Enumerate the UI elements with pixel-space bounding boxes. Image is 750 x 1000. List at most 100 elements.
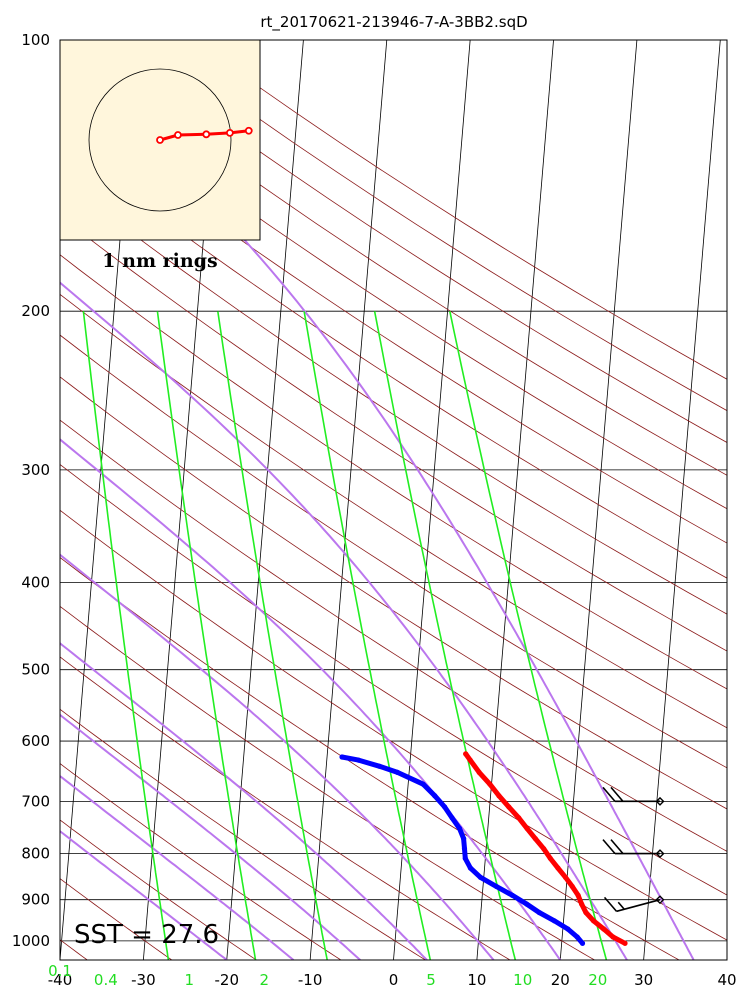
dry-adiabat [60, 254, 727, 690]
pressure-tick-label: 600 [21, 732, 50, 750]
dewpoint-profile [339, 754, 585, 946]
temperature-tick-label: 30 [634, 971, 653, 989]
temperature-point [562, 874, 569, 880]
mixing-ratio-line [373, 311, 517, 960]
isotherm [226, 40, 304, 960]
dry-adiabat [60, 215, 727, 652]
temperature-point [541, 846, 547, 852]
moist-adiabat [60, 713, 361, 960]
temperature-tick-label: -40 [48, 971, 73, 989]
dewpoint-point [449, 815, 455, 821]
temperature-point [601, 926, 607, 932]
pressure-tick-label: 100 [21, 31, 50, 49]
isotherm [726, 955, 727, 960]
temperature-point [547, 855, 553, 862]
isotherm [559, 40, 638, 960]
temperature-tick-label: 20 [551, 971, 570, 989]
mixing-ratio-label: 0.4 [94, 971, 118, 989]
pressure-tick-label: 300 [21, 461, 50, 479]
wind-barb-flag [602, 839, 616, 855]
isotherm [0, 40, 53, 960]
mixing-ratio-line [449, 311, 608, 960]
dry-adiabat [60, 178, 727, 615]
mixing-ratio-label: 10 [513, 971, 532, 989]
wind-barbs [602, 786, 665, 913]
temperature-point [555, 865, 561, 871]
moist-adiabat [60, 774, 295, 960]
wind-barb-flag [602, 786, 616, 802]
pressure-tick-label: 1000 [12, 932, 50, 950]
dry-adiabat [63, 40, 727, 476]
chart-title: rt_20170621-213946-7-A-3BB2.sqD [260, 13, 527, 32]
dry-adiabat [192, 40, 727, 380]
dewpoint-point [462, 855, 468, 862]
dewpoint-point [536, 909, 542, 916]
temperature-tick-label: -20 [215, 971, 240, 989]
temperature-point [610, 934, 616, 940]
dry-adiabat [60, 419, 727, 852]
temperature-point [463, 751, 469, 757]
dry-adiabat [60, 141, 727, 579]
dry-adiabat [60, 105, 727, 544]
hodograph-point [202, 130, 211, 139]
dewpoint-point [523, 901, 530, 907]
temperature-point [467, 757, 473, 763]
moist-adiabat [60, 642, 428, 960]
temperature-point [524, 825, 530, 831]
dewpoint-point [339, 754, 345, 760]
moist-adiabat [60, 281, 628, 960]
hodograph-ring [88, 68, 232, 212]
dry-adiabat [60, 334, 727, 769]
mixing-ratio-line [156, 311, 257, 960]
dewpoint-point [509, 892, 515, 898]
dry-adiabat [60, 878, 173, 960]
dry-adiabat [60, 656, 511, 960]
temperature-tick-label: 0 [389, 971, 399, 989]
moist-adiabat [60, 829, 228, 960]
temperature-point [506, 804, 512, 810]
temperature-tick-label: -30 [131, 971, 156, 989]
hodograph-point [156, 136, 164, 144]
mixing-ratio-line [82, 311, 170, 960]
dry-adiabat [60, 557, 680, 960]
pressure-tick-label: 200 [21, 302, 50, 320]
wind-barb-half-flag [617, 901, 625, 910]
hodograph-trace [156, 126, 253, 144]
dry-adiabat [60, 293, 727, 729]
dry-adiabat [60, 708, 426, 960]
hodograph-point [174, 131, 182, 139]
mixing-ratio-label: 2 [259, 971, 269, 989]
temperature-point [622, 940, 628, 946]
temperature-tick-label: -10 [298, 971, 323, 989]
pressure-tick-label: 800 [21, 845, 50, 863]
temperature-point [575, 892, 581, 898]
dewpoint-point [432, 793, 438, 799]
plot-frame [59, 39, 728, 961]
mixing-ratio-line [303, 311, 432, 960]
temperature-tick-label: 10 [467, 971, 486, 989]
temperature-point [476, 769, 482, 775]
dewpoint-point [467, 865, 473, 871]
isotherm [476, 40, 554, 960]
mixing-ratio-line [217, 311, 328, 960]
hodograph-point [244, 126, 253, 135]
pressure-tick-label: 400 [21, 573, 50, 591]
temperature-point [487, 781, 493, 787]
dewpoint-point [420, 781, 426, 787]
dry-adiabat [60, 819, 257, 960]
mixing-ratio-label: 1 [184, 971, 194, 989]
temperature-point [532, 836, 538, 842]
dewpoint-point [493, 883, 499, 890]
wind-barb-staff [616, 898, 661, 913]
hodograph-inset: 1 nm rings [59, 39, 261, 272]
dewpoint-point [477, 874, 484, 880]
wind-barb-flag [603, 896, 618, 912]
dry-adiabat [60, 376, 727, 810]
pressure-tick-label: 700 [21, 792, 50, 810]
temperature-point [569, 883, 575, 890]
dry-adiabat [106, 40, 727, 443]
dewpoint-point [579, 940, 586, 946]
dewpoint-point [574, 934, 580, 940]
hodograph-caption: 1 nm rings [102, 250, 217, 272]
